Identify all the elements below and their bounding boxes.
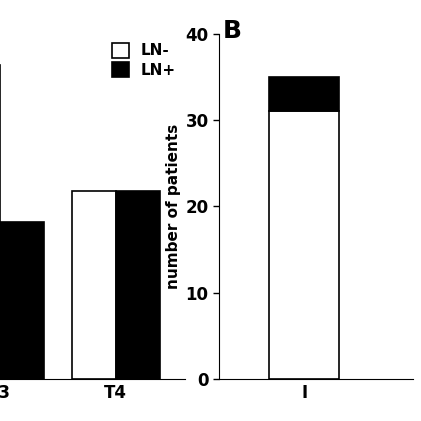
- Bar: [116, 191, 160, 379]
- Bar: [269, 77, 339, 111]
- Bar: [72, 191, 116, 379]
- Y-axis label: number of patients: number of patients: [166, 124, 181, 289]
- Bar: [269, 111, 339, 379]
- Legend: LN-, LN+: LN-, LN+: [110, 41, 178, 79]
- Text: B: B: [223, 19, 242, 43]
- Bar: [0, 222, 44, 379]
